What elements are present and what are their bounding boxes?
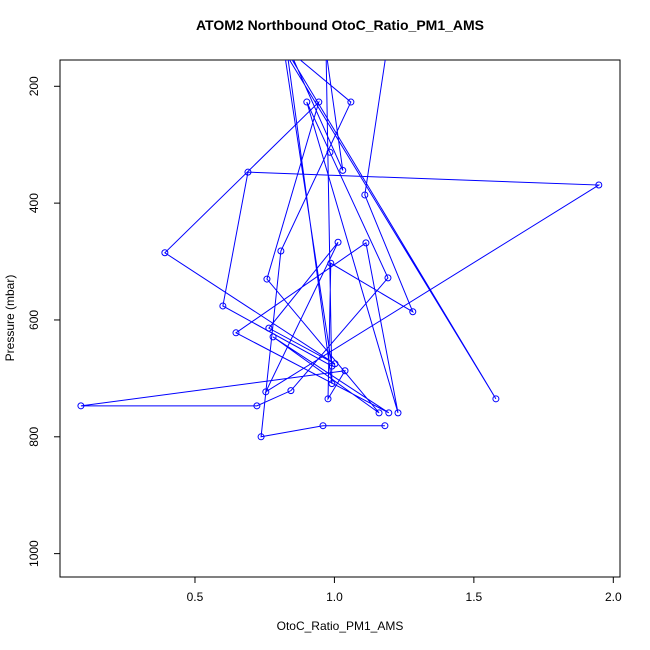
y-tick-label: 600: [27, 310, 41, 330]
y-tick-label: 200: [27, 76, 41, 96]
chart-title: ATOM2 Northbound OtoC_Ratio_PM1_AMS: [196, 17, 484, 33]
data-point: [334, 238, 342, 246]
data-point: [303, 98, 311, 106]
plot-area: [77, 60, 603, 441]
data-point: [394, 409, 402, 417]
y-tick-label: 1000: [27, 540, 41, 567]
data-point: [253, 402, 261, 410]
data-point: [77, 402, 85, 410]
data-point: [339, 166, 347, 174]
data-point: [331, 360, 339, 368]
data-point: [384, 274, 392, 282]
data-point: [595, 181, 603, 189]
data-point: [287, 387, 295, 395]
data-point: [375, 409, 383, 417]
data-point: [315, 98, 323, 106]
y-tick-label: 800: [27, 426, 41, 446]
data-point: [244, 168, 252, 176]
data-point: [219, 302, 227, 310]
y-tick-label: 400: [27, 193, 41, 213]
data-point: [269, 333, 277, 341]
y-axis-label: Pressure (mbar): [3, 275, 17, 362]
data-point: [324, 395, 332, 403]
x-tick-label: 1.0: [326, 590, 343, 604]
data-point: [409, 308, 417, 316]
data-point: [347, 98, 355, 106]
data-point: [327, 259, 335, 267]
data-point: [262, 388, 270, 396]
data-point: [492, 395, 500, 403]
data-line: [80, 60, 601, 438]
x-tick-label: 0.5: [187, 590, 204, 604]
data-point: [341, 367, 349, 375]
x-tick-label: 1.5: [466, 590, 483, 604]
x-tick-label: 2.0: [605, 590, 622, 604]
data-point: [265, 324, 273, 332]
data-point: [232, 329, 240, 337]
data-point: [361, 191, 369, 199]
data-point: [326, 148, 334, 156]
data-point: [263, 275, 271, 283]
data-point: [385, 409, 393, 417]
data-point: [257, 433, 265, 441]
x-axis-label: OtoC_Ratio_PM1_AMS: [277, 619, 404, 633]
data-point: [161, 249, 169, 257]
data-point: [328, 380, 336, 388]
data-point: [319, 422, 327, 430]
data-point: [381, 422, 389, 430]
data-point: [362, 239, 370, 247]
plot-frame: [59, 59, 621, 578]
data-point: [277, 247, 285, 255]
